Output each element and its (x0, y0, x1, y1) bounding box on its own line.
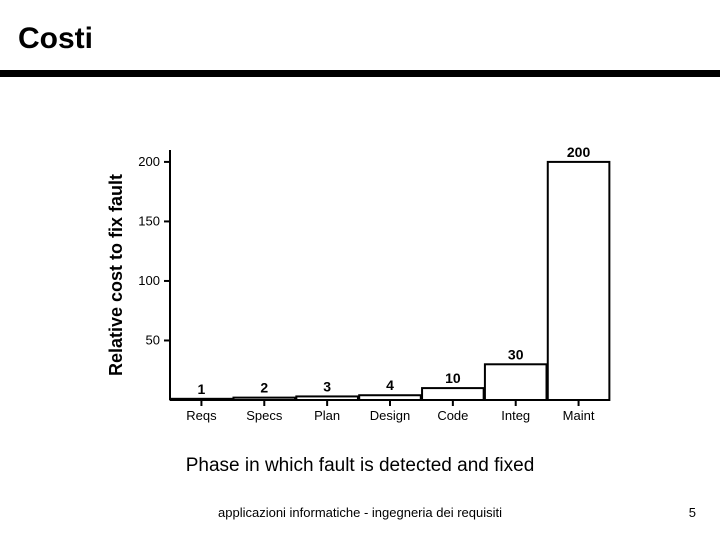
chart-ylabel: Relative cost to fix fault (106, 174, 126, 376)
bar (359, 395, 421, 400)
x-tick-label: Plan (314, 408, 340, 423)
bar-value-label: 4 (386, 377, 394, 393)
horizontal-rule (0, 70, 720, 77)
x-tick-label: Specs (246, 408, 283, 423)
y-tick-label: 100 (138, 273, 160, 288)
chart-svg: 50 100 150 200 Relative cost to fix fault 1 Re… (100, 130, 620, 450)
y-tick-label: 50 (146, 332, 160, 347)
bar (422, 388, 484, 400)
x-tick-label: Integ (501, 408, 530, 423)
x-tick-label: Design (370, 408, 410, 423)
chart-xlabel: Phase in which fault is detected and fix… (100, 455, 620, 477)
x-tick-label: Reqs (186, 408, 217, 423)
bar-value-label: 10 (445, 370, 461, 386)
bar (485, 364, 547, 400)
bar (296, 396, 358, 400)
cost-chart: 50 100 150 200 Relative cost to fix fault 1 Re… (100, 130, 620, 450)
page-number: 5 (689, 505, 696, 520)
bar (233, 398, 295, 400)
bar-value-label: 200 (567, 144, 591, 160)
x-tick-label: Code (437, 408, 468, 423)
bar (171, 399, 233, 400)
footer-text: applicazioni informatiche - ingegneria d… (0, 505, 720, 520)
y-tick-label: 150 (138, 213, 160, 228)
bar-value-label: 1 (198, 381, 206, 397)
bar (548, 162, 610, 400)
page-title: Costi (18, 22, 93, 56)
bar-value-label: 30 (508, 346, 524, 362)
bar-value-label: 3 (323, 378, 331, 394)
y-tick-label: 200 (138, 154, 160, 169)
x-tick-label: Maint (563, 408, 595, 423)
bar-value-label: 2 (260, 380, 268, 396)
